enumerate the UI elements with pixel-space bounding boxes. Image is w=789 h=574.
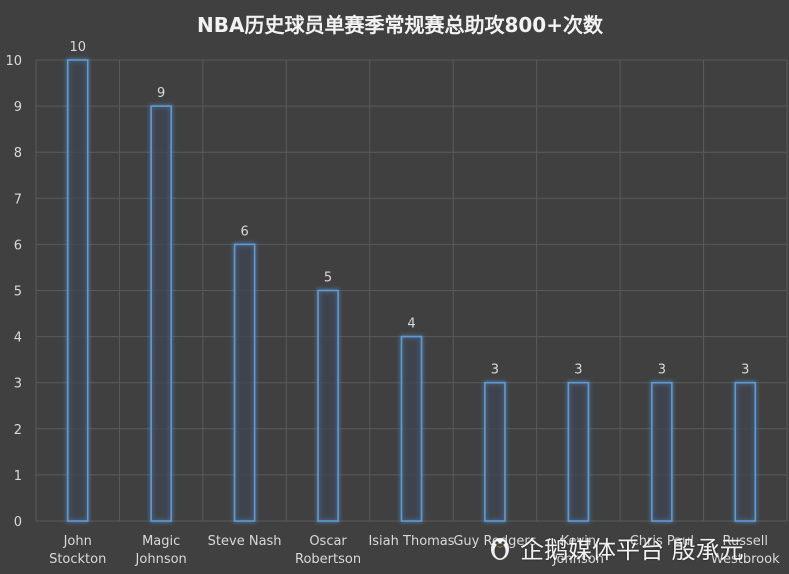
data-label: 4 — [407, 317, 415, 332]
y-tick-label: 0 — [14, 515, 22, 530]
bar — [651, 381, 673, 522]
x-tick-label: Kevin — [561, 534, 596, 549]
bar — [484, 381, 506, 522]
y-tick-label: 4 — [14, 331, 22, 346]
chart-title: NBA历史球员单赛季常规赛总助攻800+次数 — [197, 13, 604, 37]
data-label: 3 — [658, 363, 666, 378]
bar — [400, 335, 423, 522]
y-tick-label: 10 — [5, 54, 22, 69]
penguin-logo-icon — [491, 537, 509, 560]
y-tick-label: 8 — [14, 146, 22, 161]
x-tick-label: Johnson — [552, 552, 604, 567]
x-tick-label: Russell — [723, 534, 768, 549]
x-tick-label: Johnson — [135, 552, 187, 567]
data-label: 5 — [324, 271, 332, 286]
x-tick-label: Steve Nash — [208, 534, 282, 549]
x-tick-label: Oscar — [309, 534, 347, 549]
x-tick-label: John — [63, 534, 92, 549]
data-label: 3 — [491, 363, 499, 378]
y-tick-label: 5 — [14, 285, 22, 300]
data-label: 6 — [240, 224, 248, 239]
y-tick-label: 3 — [14, 377, 22, 392]
bar — [233, 243, 256, 522]
y-tick-label: 2 — [14, 423, 22, 438]
bar — [317, 289, 339, 522]
bar — [567, 381, 590, 522]
data-label: 10 — [69, 40, 86, 55]
bar — [150, 105, 172, 522]
y-axis-ticks: 0 1 2 3 4 5 6 7 8 9 10 — [5, 54, 22, 530]
y-tick-label: 1 — [14, 469, 22, 484]
data-label: 3 — [741, 363, 749, 378]
watermark-text: 企鹅媒体平台 殷承元 — [520, 536, 744, 564]
x-tick-label: Chris Paul — [630, 534, 694, 549]
x-axis-labels: John Stockton Magic Johnson Steve Nash Oscar R… — [49, 534, 780, 567]
x-tick-label: Westbrook — [711, 552, 780, 567]
data-labels: 10 9 6 5 4 3 3 3 3 — [69, 40, 749, 378]
data-label: 9 — [157, 86, 165, 101]
x-tick-label: Magic — [142, 534, 180, 549]
data-label: 3 — [574, 363, 582, 378]
x-tick-label: Stockton — [49, 552, 106, 567]
bars — [66, 59, 757, 522]
y-tick-label: 6 — [14, 238, 22, 253]
bar — [734, 381, 757, 522]
y-tick-label: 9 — [14, 100, 22, 115]
y-tick-label: 7 — [14, 192, 22, 207]
bar — [66, 59, 89, 522]
x-tick-label: Robertson — [295, 552, 361, 567]
watermark: 企鹅媒体平台 殷承元 — [486, 530, 744, 565]
x-tick-label: Isiah Thomas — [368, 534, 454, 549]
